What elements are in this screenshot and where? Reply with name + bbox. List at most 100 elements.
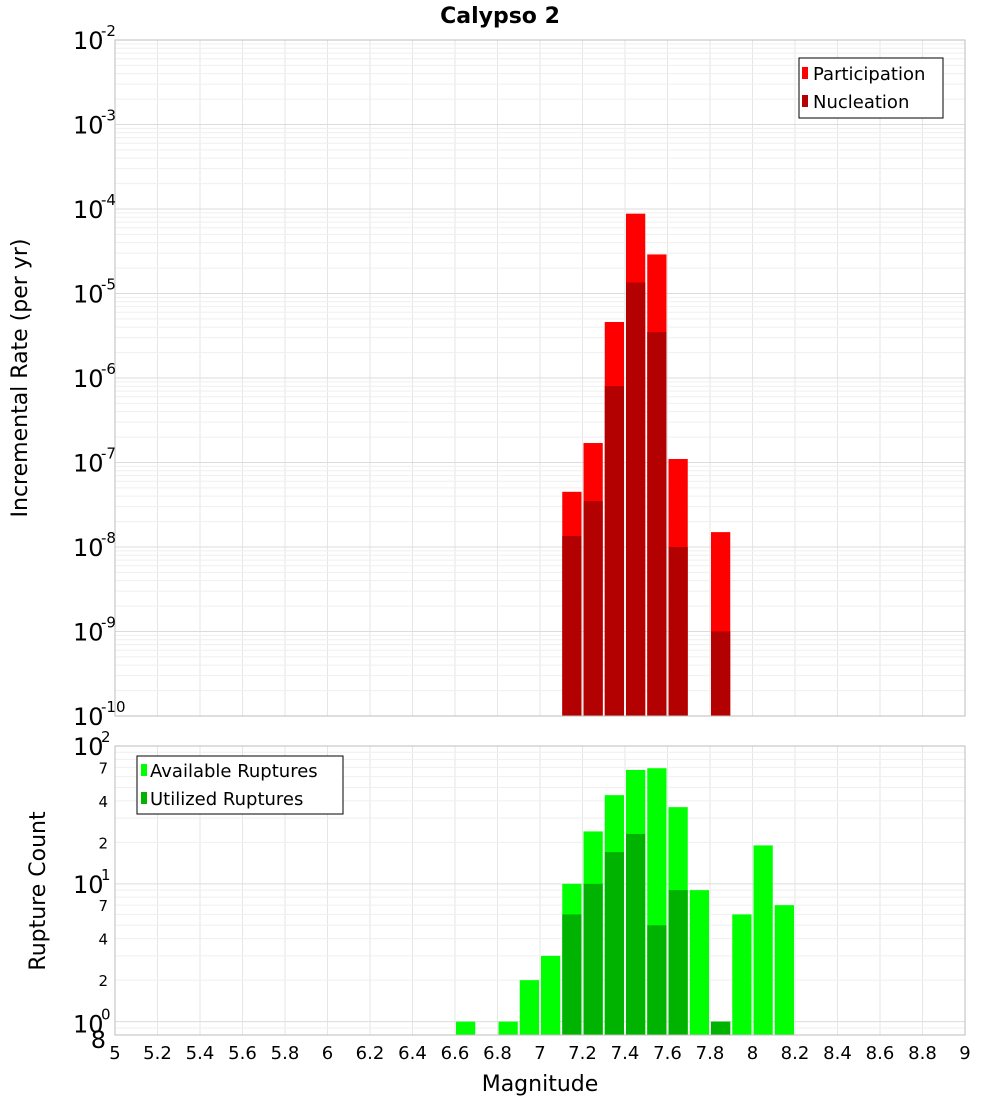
rate-y-tick-exponent: -2 — [101, 22, 116, 40]
x-tick-label: 8.4 — [823, 1043, 852, 1064]
count-s2-bar — [583, 883, 603, 1035]
rate-y-tick-exponent: -8 — [101, 529, 116, 547]
count-y-minor-label: 4 — [98, 793, 108, 811]
x-tick-label: 7.2 — [568, 1043, 597, 1064]
x-tick-label: 5 — [109, 1043, 120, 1064]
count-legend-box — [136, 755, 344, 815]
rate-y-tick-base: 10 — [73, 365, 104, 393]
count-s1-bar — [541, 955, 561, 1035]
x-tick-label: 5.8 — [271, 1043, 300, 1064]
x-tick-labels: 5 5.2 5.4 5.6 5.8 6 6.2 6.4 6.6 6.8 7 7.2 7.4 7.6 7.8 8… — [109, 1043, 970, 1064]
count-legend: Available Ruptures Utilized Ruptures — [136, 755, 344, 815]
x-tick-label: 5.4 — [186, 1043, 215, 1064]
count-y-tick-base: 10 — [73, 1011, 104, 1039]
rate-y-tick-label: 10-3 — [73, 107, 116, 140]
rate-y-axis-label: Incremental Rate (per yr) — [8, 239, 33, 518]
rate-y-tick-label: 10-8 — [73, 529, 116, 562]
x-tick-label: 5.6 — [228, 1043, 257, 1064]
participation-legend-swatch — [802, 67, 808, 79]
count-y-axis-label: Rupture Count — [26, 811, 51, 971]
rate-y-tick-base: 10 — [73, 619, 104, 647]
count-s2-bar — [626, 833, 646, 1035]
count-s2-bar — [562, 914, 582, 1035]
rate-y-tick-exponent: -7 — [101, 445, 116, 463]
rate-y-tick-exponent: -4 — [101, 191, 116, 209]
count-y-minor-label: 8 — [91, 1026, 106, 1054]
rate-gridlines — [114, 39, 966, 717]
nucleation-legend-label: Nucleation — [813, 92, 909, 113]
rate-y-tick-label: 10-4 — [73, 191, 116, 224]
count-y-tick-exponent: 0 — [101, 1006, 111, 1024]
x-tick-label: 6.2 — [356, 1043, 385, 1064]
rate-s2-bar — [647, 332, 667, 716]
count-y-tick-base: 10 — [73, 871, 104, 899]
rate-y-tick-label: 10-2 — [73, 22, 116, 55]
rate-s2-bar — [583, 501, 603, 716]
rate-y-tick-label: 10-9 — [73, 614, 116, 647]
rate-y-tick-base: 10 — [73, 703, 104, 731]
count-y-minor-label: 7 — [98, 759, 108, 777]
count-y-tick-exponent: 2 — [101, 728, 111, 746]
rate-y-tick-base: 10 — [73, 112, 104, 140]
count-s1-bar — [498, 1021, 518, 1035]
rate-y-tick-exponent: -6 — [101, 360, 116, 378]
count-y-tick-exponent: 1 — [101, 866, 111, 884]
x-tick-label: 6.4 — [398, 1043, 427, 1064]
count-y-major-label: 100 — [73, 1006, 111, 1039]
rate-legend-box — [798, 57, 944, 119]
x-tick-label: 8.8 — [908, 1043, 937, 1064]
chart-title: Calypso 2 — [440, 4, 560, 29]
count-s2-bar — [668, 890, 688, 1035]
count-s1-bar — [456, 1021, 476, 1035]
rate-y-tick-label: 10-7 — [73, 445, 116, 478]
available-legend-label: Available Ruptures — [150, 761, 318, 782]
rate-y-tick-base: 10 — [73, 196, 104, 224]
rate-y-tick-base: 10 — [73, 534, 104, 562]
rate-s2-bar — [562, 535, 582, 716]
count-s1-bar — [753, 845, 773, 1035]
rate-plot-frame — [114, 39, 966, 717]
count-y-minor-label: 2 — [98, 834, 108, 852]
rate-s2-bar — [626, 282, 646, 716]
rate-y-tick-label: 10-5 — [73, 276, 116, 309]
rate-y-tick-label: 10-10 — [73, 698, 126, 731]
rate-y-tick-exponent: -3 — [101, 107, 116, 125]
rate-y-tick-base: 10 — [73, 281, 104, 309]
x-tick-label: 6.6 — [441, 1043, 470, 1064]
x-tick-label: 7.6 — [653, 1043, 682, 1064]
rate-y-tick-label: 10-6 — [73, 360, 116, 393]
rate-legend: Participation Nucleation — [798, 57, 944, 119]
x-tick-label: 6 — [322, 1043, 333, 1064]
count-y-minor-label: 2 — [98, 972, 108, 990]
count-y-minor-label: 4 — [98, 931, 108, 949]
count-s1-bar — [732, 914, 752, 1035]
count-s2-bar — [647, 925, 667, 1035]
x-tick-label: 7.4 — [611, 1043, 640, 1064]
utilized-legend-label: Utilized Ruptures — [150, 789, 303, 810]
rate-y-tick-exponent: -10 — [101, 698, 126, 716]
rate-s2-bar — [604, 386, 624, 716]
count-y-tick-base: 10 — [73, 733, 104, 761]
count-bars — [456, 768, 794, 1035]
x-tick-label: 8 — [747, 1043, 758, 1064]
count-s2-bar — [711, 1021, 731, 1035]
rate-y-tick-base: 10 — [73, 27, 104, 55]
rate-y-tick-base: 10 — [73, 450, 104, 478]
x-axis-label: Magnitude — [482, 1072, 599, 1097]
count-y-major-label: 101 — [73, 866, 111, 899]
count-plot-frame — [114, 745, 966, 1036]
x-tick-label: 7.8 — [696, 1043, 725, 1064]
x-tick-label: 8.2 — [781, 1043, 810, 1064]
rate-y-tick-exponent: -5 — [101, 276, 116, 294]
available-legend-swatch — [141, 764, 147, 776]
x-tick-label: 6.8 — [483, 1043, 512, 1064]
x-tick-label: 9 — [959, 1043, 970, 1064]
count-s1-bar — [689, 890, 709, 1035]
rate-s2-bar — [711, 631, 731, 716]
count-y-major-label: 102 — [73, 728, 111, 761]
x-tick-label: 7 — [534, 1043, 545, 1064]
x-tick-label: 8.6 — [866, 1043, 895, 1064]
nucleation-legend-swatch — [802, 95, 808, 107]
